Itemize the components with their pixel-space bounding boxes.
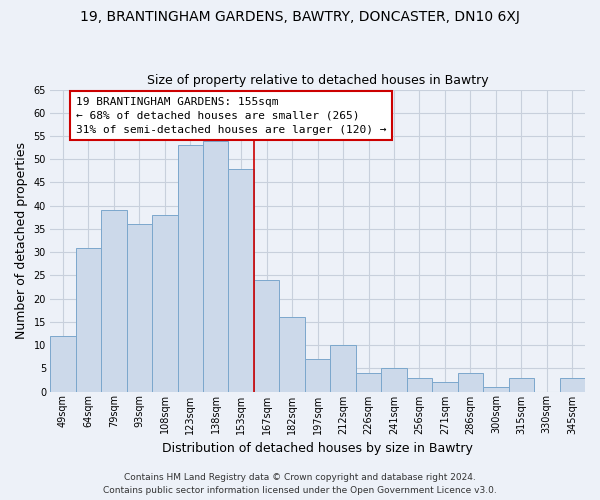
Bar bbox=[331, 345, 356, 392]
Bar bbox=[407, 378, 432, 392]
Bar bbox=[305, 359, 331, 392]
Title: Size of property relative to detached houses in Bawtry: Size of property relative to detached ho… bbox=[147, 74, 488, 87]
X-axis label: Distribution of detached houses by size in Bawtry: Distribution of detached houses by size … bbox=[162, 442, 473, 455]
Bar bbox=[509, 378, 534, 392]
Bar bbox=[356, 373, 381, 392]
Bar bbox=[152, 215, 178, 392]
Bar bbox=[560, 378, 585, 392]
Y-axis label: Number of detached properties: Number of detached properties bbox=[15, 142, 28, 339]
Bar bbox=[76, 248, 101, 392]
Text: 19, BRANTINGHAM GARDENS, BAWTRY, DONCASTER, DN10 6XJ: 19, BRANTINGHAM GARDENS, BAWTRY, DONCAST… bbox=[80, 10, 520, 24]
Bar bbox=[203, 140, 229, 392]
Bar bbox=[280, 317, 305, 392]
Bar bbox=[254, 280, 280, 392]
Bar bbox=[458, 373, 483, 392]
Bar bbox=[381, 368, 407, 392]
Text: 19 BRANTINGHAM GARDENS: 155sqm
← 68% of detached houses are smaller (265)
31% of: 19 BRANTINGHAM GARDENS: 155sqm ← 68% of … bbox=[76, 96, 386, 134]
Bar bbox=[101, 210, 127, 392]
Bar bbox=[178, 146, 203, 392]
Bar bbox=[229, 168, 254, 392]
Text: Contains HM Land Registry data © Crown copyright and database right 2024.
Contai: Contains HM Land Registry data © Crown c… bbox=[103, 474, 497, 495]
Bar bbox=[483, 387, 509, 392]
Bar bbox=[127, 224, 152, 392]
Bar bbox=[50, 336, 76, 392]
Bar bbox=[432, 382, 458, 392]
